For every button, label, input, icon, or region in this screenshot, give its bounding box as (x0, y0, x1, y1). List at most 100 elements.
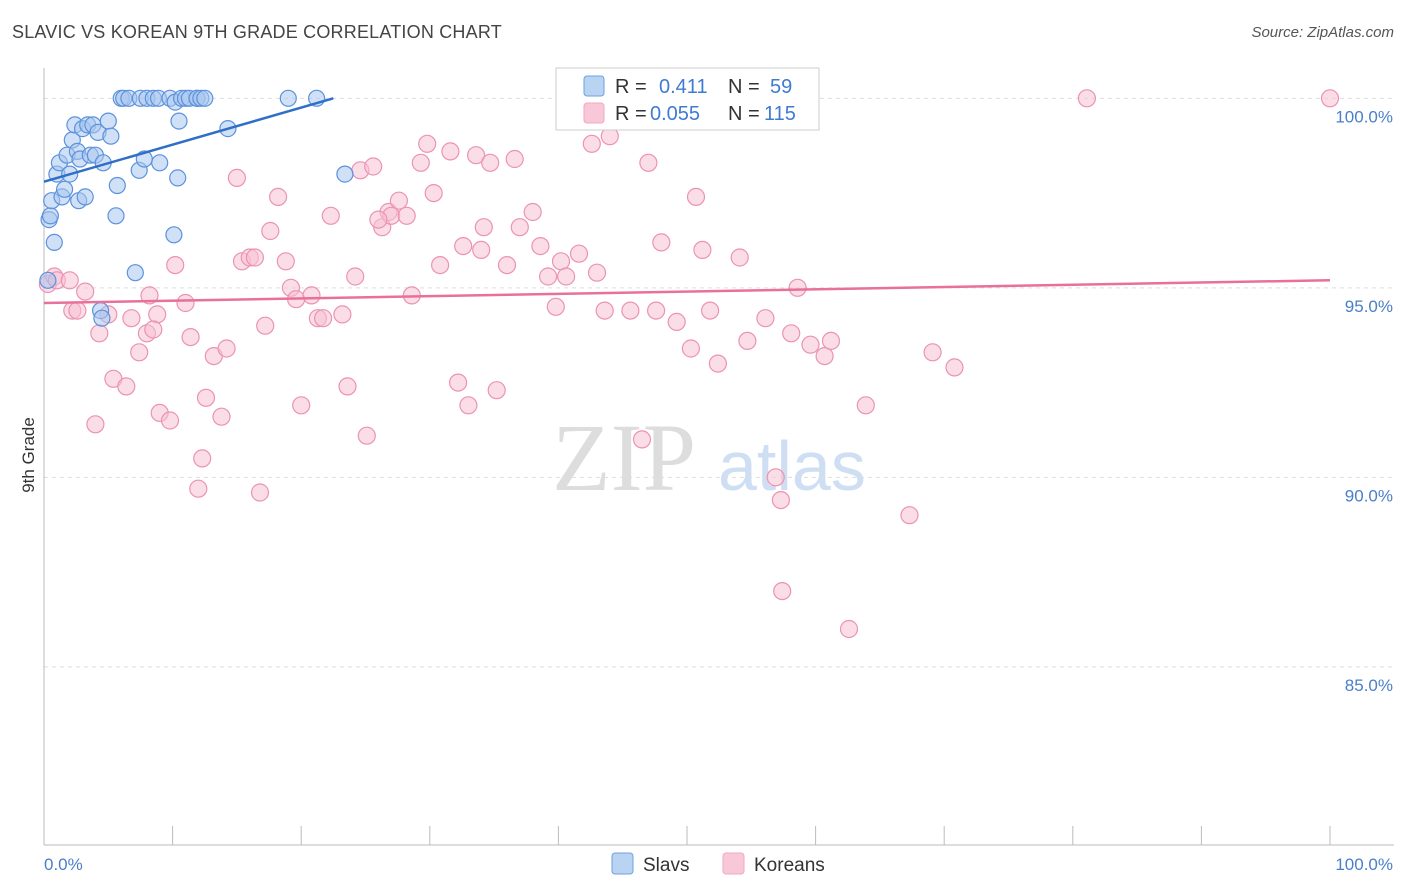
slavs-point (126, 264, 144, 282)
koreans-point (357, 426, 376, 445)
koreans-point (587, 263, 607, 282)
slavs-point (169, 169, 187, 187)
gridlines (44, 97, 1394, 668)
koreans-point (756, 309, 775, 328)
koreans-r-value: 0.055 (650, 103, 700, 125)
koreans-legend-swatch (583, 102, 605, 124)
koreans-point (441, 142, 460, 161)
koreans-point (481, 153, 500, 172)
watermark-zip: ZIP (552, 404, 696, 511)
koreans-point (250, 483, 270, 502)
koreans-point (1320, 89, 1340, 108)
koreans-point (321, 206, 340, 225)
koreans-point (652, 233, 671, 252)
koreans-point (923, 343, 942, 362)
slavs-series-swatch (611, 852, 634, 875)
slavs-point (45, 233, 63, 251)
koreans-point (801, 335, 820, 354)
koreans-point (667, 312, 686, 331)
koreans-point (738, 331, 757, 350)
slavs-r-label: R = (615, 76, 647, 98)
slavs-point (102, 127, 120, 145)
koreans-point (766, 468, 785, 487)
koreans-point (217, 339, 236, 358)
slavs-point (170, 112, 188, 130)
koreans-point (459, 396, 478, 415)
koreans-point (86, 415, 105, 434)
koreans-point (212, 407, 231, 426)
koreans-point (140, 286, 159, 305)
koreans-point (424, 184, 443, 203)
koreans-series-label: Koreans (754, 855, 825, 876)
koreans-point (449, 373, 468, 392)
koreans-point (856, 396, 875, 415)
koreans-point (76, 282, 95, 301)
slavs-point (151, 154, 169, 172)
koreans-point (582, 134, 601, 153)
koreans-point (730, 248, 749, 267)
slavs-points (39, 89, 670, 327)
koreans-point (148, 305, 167, 324)
koreans-point (782, 324, 801, 343)
y-tick-label: 85.0% (1345, 676, 1393, 695)
koreans-point (538, 267, 558, 286)
koreans-point (639, 153, 658, 172)
koreans-point (595, 301, 614, 320)
koreans-point (531, 237, 550, 256)
koreans-n-value: 115 (764, 103, 796, 125)
koreans-point (632, 430, 652, 449)
koreans-trend-line (43, 279, 1331, 305)
slavs-series-label: Slavs (643, 855, 689, 876)
koreans-point (621, 301, 640, 320)
koreans-point (276, 252, 295, 271)
koreans-point (256, 316, 275, 335)
koreans-point (556, 267, 576, 286)
y-tick-label: 95.0% (1345, 297, 1393, 316)
koreans-point (130, 343, 149, 362)
koreans-point (411, 153, 430, 172)
koreans-point (397, 206, 416, 225)
slavs-point (99, 112, 117, 130)
y-axis-title: 9th Grade (19, 417, 38, 493)
koreans-point (945, 358, 964, 377)
koreans-point (369, 210, 388, 229)
chart-title: SLAVIC VS KOREAN 9TH GRADE CORRELATION C… (12, 22, 502, 42)
koreans-point (551, 252, 571, 271)
koreans-point (773, 581, 792, 601)
slavs-trend-line (43, 97, 334, 183)
x-tick-label-left: 0.0% (44, 855, 83, 874)
koreans-point (196, 388, 216, 407)
koreans-point (788, 278, 807, 297)
koreans-point (708, 354, 728, 373)
slavs-point (55, 180, 74, 198)
koreans-point (497, 256, 517, 275)
koreans-point (569, 244, 589, 263)
koreans-point (487, 381, 506, 400)
slavs-n-label: N = (728, 76, 760, 98)
koreans-point (193, 449, 212, 468)
koreans-point (510, 218, 529, 237)
koreans-point (364, 157, 383, 176)
slavs-point (76, 188, 94, 206)
slavs-point (336, 165, 354, 183)
koreans-point (227, 168, 246, 187)
koreans-point (189, 479, 208, 498)
koreans-point (90, 324, 109, 343)
y-tick-label: 90.0% (1345, 486, 1393, 505)
slavs-legend-swatch (583, 75, 605, 97)
koreans-point (431, 256, 450, 275)
watermark-atlas: atlas (718, 427, 866, 505)
koreans-point (292, 396, 311, 415)
koreans-point (693, 240, 712, 259)
stats-legend: R = 0.411 N = 59 R = 0.055 N = 115 (555, 67, 820, 131)
koreans-point (60, 271, 79, 290)
koreans-point (245, 248, 264, 267)
slavs-point (165, 226, 183, 244)
koreans-r-label: R = (615, 103, 647, 125)
koreans-point (346, 267, 365, 286)
koreans-point (523, 202, 542, 222)
koreans-point (117, 377, 136, 396)
koreans-point (122, 309, 141, 328)
slavs-point (107, 207, 125, 225)
koreans-point (176, 293, 195, 313)
